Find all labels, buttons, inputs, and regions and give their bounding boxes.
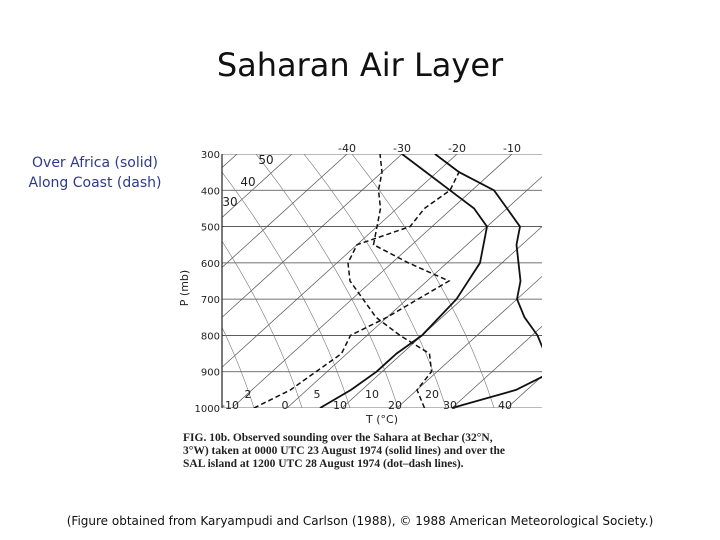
legend-dash-label: Along Coast (dash) [28, 175, 162, 191]
isotherm-line [222, 154, 348, 268]
isotherm-label: 30 [222, 195, 237, 209]
isotherm-label: 2 [245, 388, 252, 401]
pressure-tick-label: 300 [201, 150, 220, 161]
solid-temperature-line [434, 154, 542, 408]
pressure-tick-labels: 300 400 500 600 700 800 900 1000 [195, 150, 220, 415]
dry-adiabat-curve [222, 171, 351, 408]
bottom-tick-label: 20 [388, 399, 402, 412]
isotherm-label: 5 [314, 388, 321, 401]
dry-adiabat-curve [222, 326, 255, 408]
top-tick-label: -10 [503, 142, 521, 155]
isotherm-line [451, 325, 542, 408]
solid-dewpoint-line [319, 154, 488, 408]
top-tick-labels: -40-30-20-100 [338, 142, 521, 155]
pressure-tick-label: 900 [201, 368, 220, 379]
caption-line: 3°W) taken at 0000 UTC 23 August 1974 (s… [183, 445, 505, 457]
bottom-tick-labels: -10 0 10 20 30 40 [221, 399, 512, 412]
legend-solid-label: Over Africa (solid) [32, 155, 158, 171]
isotherm-label: 20 [425, 388, 439, 401]
dry-adiabat-curve [303, 154, 447, 408]
bottom-tick-label: 40 [498, 399, 512, 412]
isotherm-line [506, 375, 542, 408]
pressure-tick-label: 500 [201, 223, 220, 234]
diagram-grid [222, 154, 542, 408]
figure-credit: (Figure obtained from Karyampudi and Car… [66, 514, 654, 528]
figure-caption: FIG. 10b. Observed sounding over the Sah… [183, 432, 543, 471]
bottom-tick-label: -10 [221, 399, 239, 412]
isotherm-line [396, 275, 542, 408]
legend: Over Africa (solid) Along Coast (dash) [10, 153, 180, 193]
bottom-tick-label: 0 [282, 399, 289, 412]
isotherm-label: 50 [258, 153, 273, 167]
pressure-tick-label: 800 [201, 331, 220, 342]
dashed-temperature-line [347, 154, 460, 408]
top-tick-label: -20 [448, 142, 466, 155]
y-axis-label: P (mb) [178, 270, 191, 306]
pressure-tick-label: 600 [201, 259, 220, 270]
top-tick-label: -30 [393, 142, 411, 155]
x-axis-label: T (°C) [365, 413, 398, 426]
caption-line: FIG. 10b. Observed sounding over the Sah… [183, 432, 493, 444]
bottom-tick-label: 30 [443, 399, 457, 412]
isotherm-line [222, 154, 458, 368]
bottom-tick-label: 10 [333, 399, 347, 412]
pressure-tick-label: 700 [201, 295, 220, 306]
isotherm-line [222, 154, 403, 318]
sounding-lines [253, 154, 542, 408]
slide-title: Saharan Air Layer [216, 46, 504, 84]
caption-line: SAL island at 1200 UTC 28 August 1974 (d… [183, 458, 464, 470]
top-tick-label: -40 [338, 142, 356, 155]
isotherm-line [341, 226, 542, 408]
isotherm-label: 40 [240, 175, 255, 189]
pressure-tick-label: 1000 [195, 404, 220, 415]
pressure-tick-label: 400 [201, 186, 220, 197]
dashed-dewpoint-line [253, 154, 451, 408]
dry-adiabat-curve [351, 154, 495, 408]
isotherm-line [231, 154, 513, 408]
dry-adiabat-curve [255, 154, 399, 408]
isotherm-line [222, 154, 293, 218]
dry-adiabat-curve [222, 240, 303, 408]
isotherm-label: 10 [365, 388, 379, 401]
isotherm-line [286, 176, 542, 408]
